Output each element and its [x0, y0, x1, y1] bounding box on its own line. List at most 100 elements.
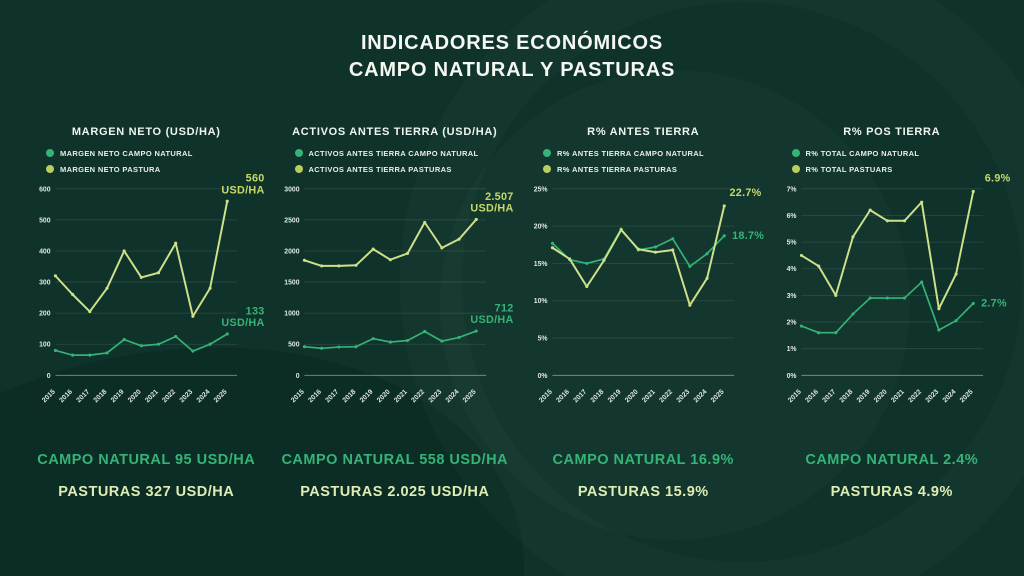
chart-r-pos-tierra: R% POS TIERRA R% TOTAL CAMPO NATURAL R% … [772, 126, 1013, 413]
summary-pasturas: PASTURAS 15.9% [577, 484, 709, 500]
svg-text:2%: 2% [786, 319, 796, 326]
svg-text:400: 400 [39, 248, 51, 255]
svg-text:2021: 2021 [144, 388, 160, 404]
legend-label: R% TOTAL PASTUARS [805, 164, 893, 174]
svg-text:2019: 2019 [110, 388, 126, 404]
svg-text:USD/HA: USD/HA [221, 184, 264, 196]
summary-campo-natural: CAMPO NATURAL 16.9% [552, 452, 734, 468]
svg-text:2017: 2017 [821, 388, 837, 404]
svg-text:133: 133 [246, 305, 265, 317]
svg-text:5%: 5% [786, 240, 796, 247]
svg-text:2025: 2025 [958, 388, 974, 404]
svg-text:2024: 2024 [693, 388, 709, 404]
svg-text:2024: 2024 [941, 388, 957, 404]
svg-text:500: 500 [39, 217, 51, 224]
svg-text:1%: 1% [786, 346, 796, 353]
chart-activos-antes-tierra: ACTIVOS ANTES TIERRA (USD/HA) ACTIVOS AN… [275, 126, 516, 413]
svg-text:712: 712 [494, 302, 513, 314]
legend-label: MARGEN NETO CAMPO NATURAL [60, 148, 193, 158]
summary-row: CAMPO NATURAL 95 USD/HA PASTURAS 327 USD… [26, 452, 1012, 500]
legend: ACTIVOS ANTES TIERRA CAMPO NATURAL ACTIV… [294, 145, 516, 177]
header: INDICADORES ECONÓMICOS CAMPO NATURAL Y P… [0, 30, 1024, 84]
svg-text:2018: 2018 [341, 388, 357, 404]
svg-text:2016: 2016 [58, 388, 74, 404]
line-chart-canvas: 3000 2500 2000 1500 1000 500 0 2015 2016 2017 2018… [284, 186, 513, 404]
svg-text:2015: 2015 [538, 388, 554, 404]
summary-campo-natural: CAMPO NATURAL 95 USD/HA [37, 452, 256, 468]
svg-text:5%: 5% [538, 335, 548, 342]
legend: R% ANTES TIERRA CAMPO NATURAL R% ANTES T… [543, 145, 764, 177]
line-chart-canvas: 25% 20% 15% 10% 5% 0% 2015 2016 2017 2018 2019 2020… [534, 186, 764, 404]
legend-marker-campo-natural-icon [294, 149, 303, 157]
svg-text:2015: 2015 [41, 388, 57, 404]
legend-label: R% ANTES TIERRA CAMPO NATURAL [557, 148, 704, 158]
svg-text:0%: 0% [538, 373, 548, 380]
chart-r-antes-tierra: R% ANTES TIERRA R% ANTES TIERRA CAMPO NA… [523, 126, 764, 413]
svg-text:2000: 2000 [284, 248, 299, 255]
charts-row: MARGEN NETO (USD/HA) MARGEN NETO CAMPO N… [26, 126, 1012, 413]
legend-item-campo-natural: MARGEN NETO CAMPO NATURAL [46, 145, 267, 161]
svg-text:2024: 2024 [196, 388, 212, 404]
svg-text:4%: 4% [786, 266, 796, 273]
svg-text:2017: 2017 [75, 388, 91, 404]
page-title: INDICADORES ECONÓMICOS CAMPO NATURAL Y P… [0, 30, 1024, 84]
summary-campo-natural: CAMPO NATURAL 2.4% [805, 452, 979, 468]
svg-text:560: 560 [246, 173, 265, 185]
svg-text:2016: 2016 [555, 388, 571, 404]
svg-text:2500: 2500 [284, 217, 299, 224]
svg-text:2.7%: 2.7% [981, 297, 1007, 309]
legend-label: ACTIVOS ANTES TIERRA CAMPO NATURAL [308, 148, 479, 158]
svg-text:20%: 20% [534, 224, 548, 231]
svg-text:2020: 2020 [127, 388, 143, 404]
svg-text:6%: 6% [786, 213, 796, 220]
svg-text:18.7%: 18.7% [732, 230, 764, 242]
svg-text:2018: 2018 [93, 388, 109, 404]
svg-text:2021: 2021 [641, 388, 657, 404]
svg-text:2020: 2020 [624, 388, 640, 404]
svg-text:2019: 2019 [855, 388, 871, 404]
legend-item-pasturas: R% TOTAL PASTUARS [791, 161, 1013, 177]
summary-campo-natural: CAMPO NATURAL 558 USD/HA [281, 452, 509, 468]
legend-marker-campo-natural-icon [46, 149, 54, 157]
svg-text:2022: 2022 [161, 388, 177, 404]
summary-pasturas: PASTURAS 327 USD/HA [58, 484, 235, 500]
svg-text:500: 500 [288, 342, 300, 349]
legend-item-pasturas: MARGEN NETO PASTURA [46, 161, 267, 177]
svg-text:600: 600 [39, 186, 51, 193]
svg-text:2019: 2019 [358, 388, 374, 404]
svg-text:USD/HA: USD/HA [470, 314, 513, 326]
svg-text:2017: 2017 [572, 388, 588, 404]
svg-text:2024: 2024 [444, 388, 460, 404]
legend-item-pasturas: R% ANTES TIERRA PASTURAS [543, 161, 764, 177]
svg-text:2022: 2022 [410, 388, 426, 404]
svg-text:2016: 2016 [307, 388, 323, 404]
chart-title: MARGEN NETO (USD/HA) [71, 126, 221, 138]
legend-label: R% ANTES TIERRA PASTURAS [557, 164, 678, 174]
svg-text:2021: 2021 [393, 388, 409, 404]
summary-margen-neto: CAMPO NATURAL 95 USD/HA PASTURAS 327 USD… [26, 452, 267, 500]
legend-item-pasturas: ACTIVOS ANTES TIERRA PASTURAS [294, 161, 516, 177]
svg-text:22.7%: 22.7% [729, 187, 761, 199]
svg-text:2015: 2015 [787, 388, 803, 404]
svg-text:6.9%: 6.9% [984, 173, 1010, 185]
chart-title: R% ANTES TIERRA [587, 126, 700, 138]
svg-text:2025: 2025 [213, 388, 229, 404]
svg-text:3%: 3% [786, 293, 796, 300]
legend-marker-pasturas-icon [543, 165, 551, 173]
chart-margen-neto: MARGEN NETO (USD/HA) MARGEN NETO CAMPO N… [26, 126, 267, 413]
legend-item-campo-natural: ACTIVOS ANTES TIERRA CAMPO NATURAL [294, 145, 516, 161]
svg-text:2017: 2017 [324, 388, 340, 404]
svg-text:2020: 2020 [376, 388, 392, 404]
svg-text:2023: 2023 [179, 388, 195, 404]
svg-text:USD/HA: USD/HA [470, 203, 513, 215]
svg-text:USD/HA: USD/HA [221, 317, 264, 329]
line-chart-canvas: 7% 6% 5% 4% 3% 2% 1% 0% 2015 2016 2017 2018 2019 2020… [786, 173, 1010, 405]
legend-marker-campo-natural-icon [543, 149, 551, 157]
summary-pasturas: PASTURAS 2.025 USD/HA [300, 484, 490, 500]
chart-title: R% POS TIERRA [843, 126, 941, 138]
svg-text:2015: 2015 [290, 388, 306, 404]
svg-text:2025: 2025 [710, 388, 726, 404]
svg-text:2018: 2018 [590, 388, 606, 404]
